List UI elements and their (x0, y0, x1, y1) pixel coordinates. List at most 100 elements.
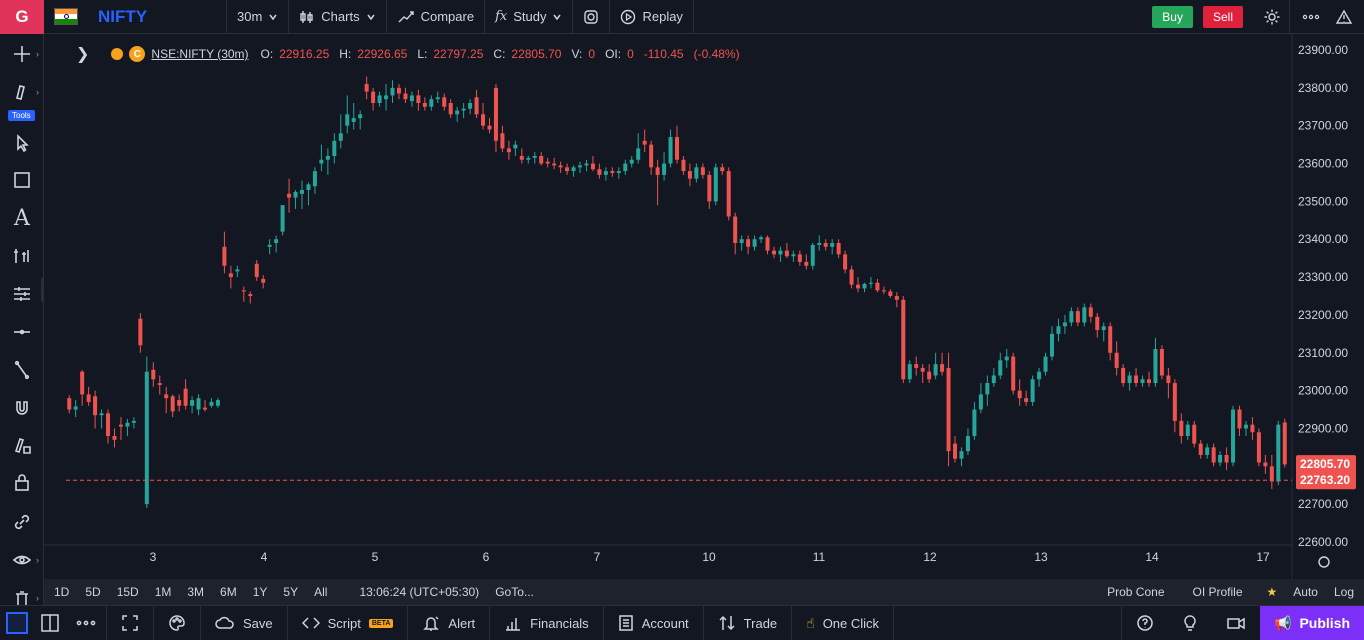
buy-button[interactable]: Buy (1152, 5, 1193, 28)
theme-button[interactable] (154, 605, 201, 640)
study-button[interactable]: fx Study (485, 0, 572, 34)
clock-time[interactable]: 13:06:24 (UTC+05:30) (359, 585, 480, 599)
account-label: Account (641, 615, 689, 631)
auto-scale-button[interactable]: Auto (1293, 585, 1318, 599)
legend-oi-value: 0 (627, 47, 634, 61)
expand-arrow-icon[interactable]: › (36, 49, 39, 59)
layout-more-button[interactable] (66, 605, 107, 640)
candle-body (1030, 379, 1035, 402)
candle-body (1056, 326, 1061, 334)
link-tool[interactable] (10, 510, 34, 534)
horizontal-line-tool[interactable] (10, 320, 34, 344)
video-button[interactable] (1212, 606, 1260, 640)
axis-settings-icon[interactable] (1318, 556, 1330, 568)
alert-button[interactable]: Alert (408, 605, 491, 640)
x-tick-label: 5 (372, 550, 379, 564)
legend-ticker[interactable]: NSE:NIFTY (30m) (151, 47, 249, 61)
app-logo[interactable]: G (0, 0, 44, 34)
text-a-icon: A (14, 205, 30, 231)
candle-body (616, 171, 621, 173)
chevron-right-icon[interactable]: ❯ (76, 46, 90, 63)
alert-warning-button[interactable] (1332, 0, 1364, 34)
candle-body (377, 95, 382, 103)
range-button-1d[interactable]: 1D (54, 585, 70, 599)
star-icon[interactable]: ★ (1266, 585, 1278, 599)
symbol-search[interactable]: NIFTY (98, 6, 148, 26)
legend-change-pct: (-0.48%) (693, 47, 740, 61)
settings-button[interactable] (1255, 0, 1289, 34)
goto-button[interactable]: GoTo... (495, 585, 534, 599)
range-button-5y[interactable]: 5Y (283, 585, 299, 599)
link-icon (14, 514, 30, 530)
brush-tool[interactable] (10, 80, 34, 104)
document-icon (618, 615, 633, 631)
expand-arrow-icon[interactable]: › (36, 593, 39, 603)
candle-body (131, 420, 136, 423)
candle-body (985, 383, 990, 395)
range-button-5d[interactable]: 5D (85, 585, 101, 599)
candle-body (1088, 307, 1093, 317)
fullscreen-button[interactable] (107, 605, 154, 640)
lock-icon (15, 474, 29, 491)
candle-body (603, 171, 608, 175)
range-button-15d[interactable]: 15D (116, 585, 139, 599)
fib-tool[interactable] (10, 282, 34, 306)
compare-button[interactable]: Compare (387, 0, 484, 34)
visibility-tool[interactable] (10, 548, 34, 572)
split-layout-button[interactable] (34, 606, 66, 640)
lock-tool[interactable] (10, 470, 34, 494)
range-button-1m[interactable]: 1M (154, 585, 172, 599)
trade-button[interactable]: Trade (704, 605, 793, 640)
candle-body (881, 290, 886, 292)
replay-button[interactable]: Replay (610, 0, 692, 34)
save-button[interactable]: Save (201, 605, 288, 640)
candle-body (1231, 409, 1236, 463)
candle-body (338, 133, 343, 141)
account-button[interactable]: Account (604, 605, 704, 640)
help-button[interactable] (1121, 605, 1168, 640)
candle-body (170, 396, 175, 412)
price-chart[interactable]: 23900.00 23800.00 23700.00 23600.00 23500.00… (44, 34, 1364, 579)
expand-arrow-icon[interactable]: › (36, 87, 39, 97)
crosshair-tool[interactable] (10, 42, 34, 66)
sell-button[interactable]: Sell (1202, 5, 1243, 28)
financials-button[interactable]: Financials (490, 605, 604, 640)
candle-body (481, 114, 486, 126)
oi-profile-button[interactable]: OI Profile (1192, 585, 1243, 599)
single-layout-button[interactable] (0, 606, 34, 640)
instagram-button[interactable] (573, 0, 609, 34)
rectangle-tool[interactable] (10, 168, 34, 192)
range-button-6m[interactable]: 6M (220, 585, 237, 599)
candle-body (1256, 432, 1261, 463)
candle-body (668, 137, 673, 164)
candle-body (1069, 311, 1074, 323)
range-button-all[interactable]: All (314, 585, 328, 599)
code-icon (301, 617, 320, 629)
candle-body (293, 191, 298, 198)
ideas-button[interactable] (1168, 606, 1212, 640)
cursor-tool[interactable] (10, 131, 34, 155)
magnet-tool[interactable] (10, 396, 34, 420)
measure-tool[interactable] (10, 244, 34, 268)
expand-arrow-icon[interactable]: › (36, 555, 39, 565)
trendline-tool[interactable] (10, 358, 34, 382)
log-scale-button[interactable]: Log (1333, 585, 1354, 599)
script-button[interactable]: Script BETA (288, 605, 409, 640)
more-button[interactable] (1290, 0, 1332, 34)
lock-draw-tool[interactable] (10, 434, 34, 458)
candle-body (823, 243, 828, 247)
range-button-1y[interactable]: 1Y (252, 585, 268, 599)
text-tool[interactable]: A (10, 205, 34, 231)
charts-button[interactable]: Charts (289, 0, 385, 34)
candle-body (965, 436, 970, 452)
candle-body (1198, 443, 1203, 455)
one-click-button[interactable]: ☝ One Click (792, 605, 895, 640)
interval-selector[interactable]: 30m (227, 0, 288, 34)
candle-body (629, 159, 634, 164)
candle-body (578, 165, 583, 168)
range-button-3m[interactable]: 3M (187, 585, 205, 599)
prob-cone-button[interactable]: Prob Cone (1107, 585, 1165, 599)
range-buttons: 1D 5D 15D 1M 3M 6M 1Y 5Y All (44, 585, 335, 599)
publish-button[interactable]: 📢 Publish (1260, 605, 1364, 640)
script-label: Script (327, 615, 361, 631)
